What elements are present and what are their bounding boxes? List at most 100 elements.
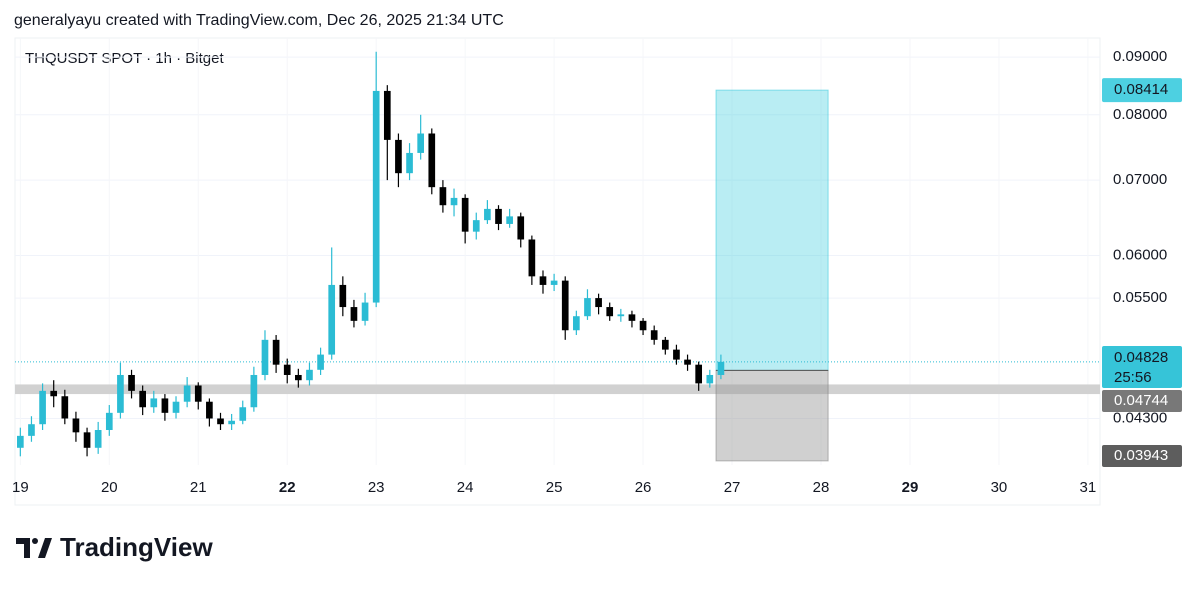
- candle-body: [328, 284, 336, 355]
- x-tick-label: 28: [813, 479, 830, 496]
- current-price-label-bg: [1102, 346, 1182, 388]
- candle-body: [439, 187, 447, 206]
- candle-body: [428, 133, 436, 188]
- candle-body: [372, 90, 380, 303]
- candle-body: [595, 298, 602, 308]
- candle-body: [295, 374, 302, 381]
- candle-body: [39, 390, 46, 425]
- candle-body: [461, 197, 469, 232]
- countdown: 25:56: [1114, 369, 1152, 386]
- y-tick-label: 0.09000: [1113, 48, 1167, 65]
- candle-body: [83, 432, 91, 448]
- candle-body: [350, 307, 358, 321]
- candle-body: [539, 276, 547, 285]
- y-tick-label: 0.04300: [1113, 409, 1167, 426]
- y-tick-label: 0.08000: [1113, 106, 1167, 123]
- candle-body: [317, 354, 324, 370]
- x-tick-label: 20: [101, 479, 118, 496]
- x-tick-label: 31: [1080, 479, 1097, 496]
- candle-body: [117, 374, 124, 413]
- candle-body: [250, 374, 258, 408]
- header: generalyayu created with TradingView.com…: [14, 12, 504, 29]
- candle-body: [484, 208, 491, 221]
- brand-name: TradingView: [60, 532, 213, 562]
- candle-body: [283, 364, 291, 375]
- x-tick-label: 26: [635, 479, 652, 496]
- candle-body: [183, 385, 191, 402]
- candle-body: [528, 239, 536, 277]
- candle-body: [172, 401, 180, 413]
- entry-label-bg: [1102, 390, 1182, 412]
- candle-body: [561, 280, 569, 331]
- candle-body: [606, 307, 614, 317]
- candle-body: [272, 339, 280, 365]
- current-price-label: 0.04828: [1114, 349, 1168, 366]
- candle-body: [450, 197, 458, 206]
- zone: [15, 384, 1100, 395]
- candle-body: [50, 390, 58, 397]
- candle-body: [217, 418, 224, 425]
- y-tick-label: 0.06000: [1113, 246, 1167, 263]
- stop-label: 0.03943: [1114, 447, 1168, 464]
- candle-body: [339, 284, 347, 308]
- panel-border: [14, 37, 1101, 506]
- candle-body: [228, 420, 235, 425]
- chart-title: THQUSDT SPOT · 1h · Bitget: [25, 50, 224, 67]
- candle-body: [395, 139, 402, 174]
- candle-body: [128, 374, 135, 391]
- y-tick-label: 0.07000: [1113, 171, 1167, 188]
- target-area: [715, 89, 829, 371]
- x-tick-label: 19: [12, 479, 29, 496]
- candle-body: [550, 280, 558, 285]
- x-tick-label: 25: [546, 479, 563, 496]
- candle-body: [584, 298, 591, 317]
- candle-body: [306, 369, 313, 381]
- x-tick-label: 24: [457, 479, 474, 496]
- candle-body: [361, 302, 369, 321]
- x-tick-label: 29: [902, 479, 919, 496]
- target-label-bg: [1102, 78, 1182, 103]
- candle-body: [472, 220, 480, 232]
- candle-body: [706, 374, 714, 384]
- stop-label-bg: [1102, 445, 1182, 467]
- x-tick-label: 22: [279, 479, 296, 496]
- x-tick-label: 21: [190, 479, 207, 496]
- candle-body: [28, 424, 35, 436]
- candle-body: [661, 339, 669, 350]
- stop-area: [715, 369, 829, 462]
- candle-body: [206, 401, 213, 419]
- candle-body: [194, 385, 202, 402]
- target-label: 0.08414: [1114, 81, 1168, 98]
- candle-body: [139, 390, 146, 408]
- entry-label: 0.04744: [1114, 392, 1168, 409]
- brand-logo: TradingView: [16, 532, 213, 562]
- candle-body: [406, 152, 413, 174]
- candle-body: [94, 430, 102, 448]
- candle-body: [261, 339, 269, 375]
- candle-body: [650, 330, 658, 340]
- y-tick-label: 0.05500: [1113, 289, 1167, 306]
- candle-body: [495, 208, 502, 224]
- candle-body: [506, 216, 513, 224]
- candle-body: [150, 398, 158, 408]
- candle-body: [72, 418, 80, 433]
- candle-body: [17, 435, 24, 448]
- candle-body: [573, 316, 580, 331]
- x-tick-label: 23: [368, 479, 385, 496]
- candle-body: [673, 349, 680, 360]
- candle-body: [239, 407, 247, 421]
- candle-body: [517, 216, 525, 240]
- candle-body: [695, 364, 703, 384]
- candle-body: [161, 398, 169, 413]
- candle-body: [417, 133, 425, 153]
- candle-body: [61, 396, 69, 419]
- x-tick-label: 30: [991, 479, 1008, 496]
- candle-body: [105, 412, 113, 431]
- candle-body: [639, 320, 647, 331]
- candle-body: [628, 314, 636, 321]
- candle-body: [717, 361, 725, 375]
- candle-body: [617, 314, 625, 317]
- candle-body: [383, 90, 391, 140]
